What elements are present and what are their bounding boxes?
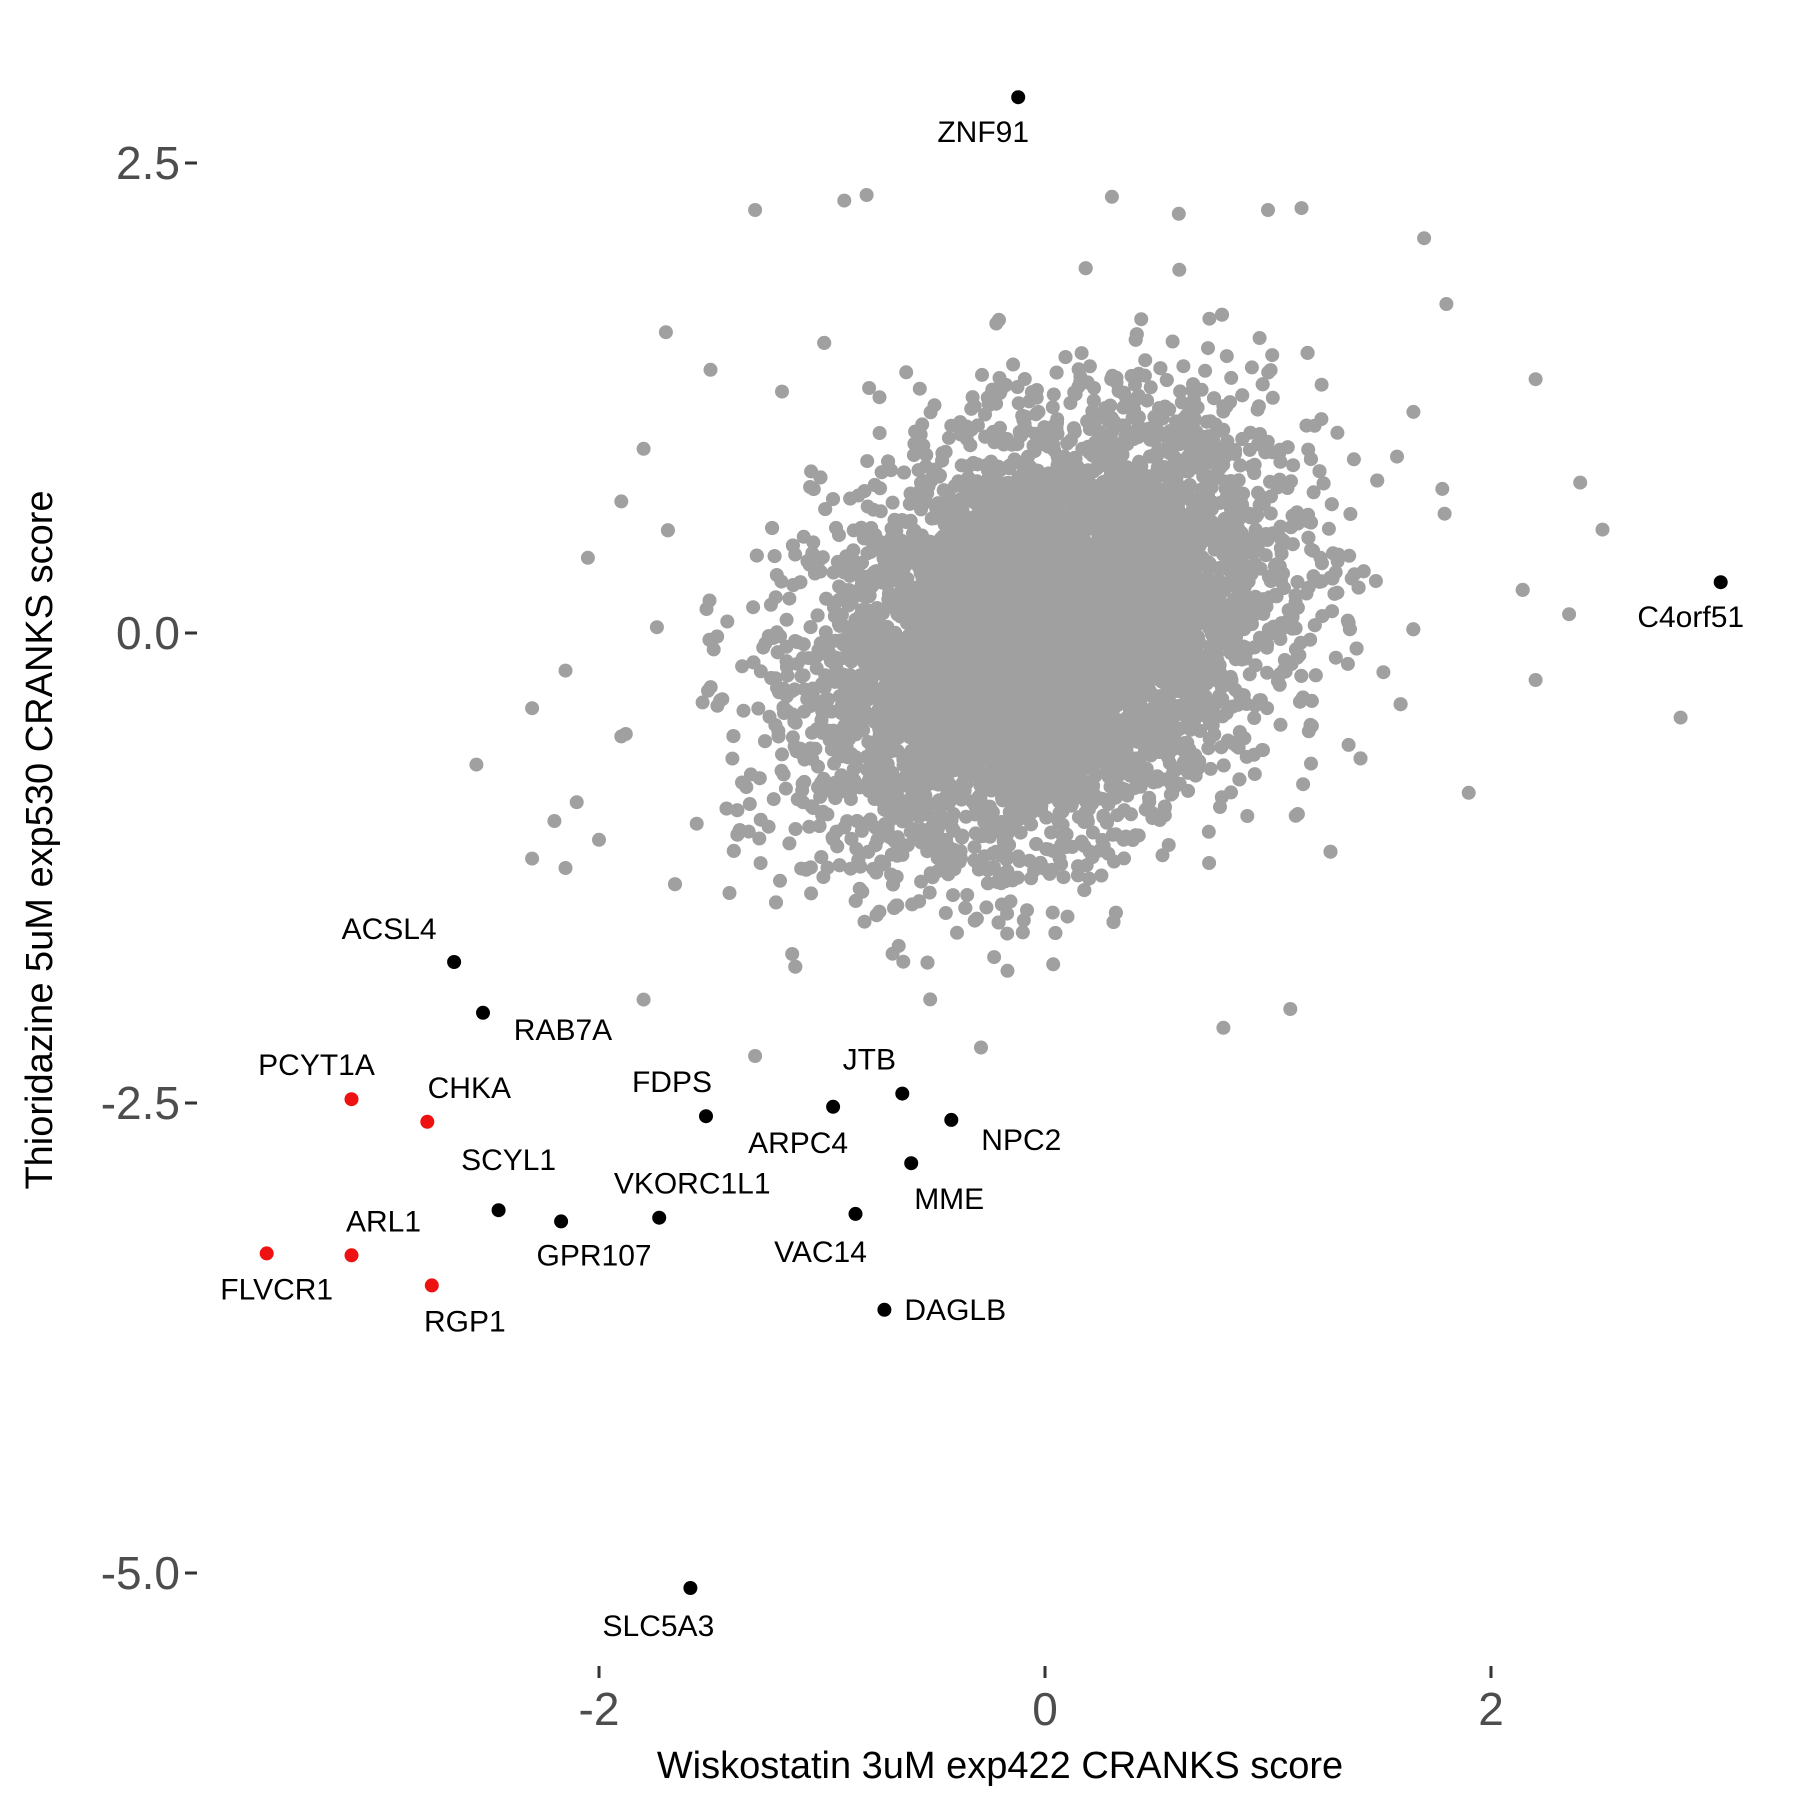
background-point bbox=[720, 614, 735, 629]
background-point bbox=[1328, 650, 1343, 665]
background-point bbox=[1042, 866, 1057, 881]
background-point bbox=[1201, 741, 1216, 756]
background-point bbox=[1024, 817, 1039, 832]
background-point bbox=[1060, 909, 1075, 924]
background-point bbox=[1284, 474, 1298, 489]
background-point bbox=[1301, 580, 1316, 595]
background-point bbox=[896, 954, 911, 969]
background-point bbox=[1134, 312, 1149, 327]
background-point bbox=[899, 365, 914, 380]
background-point bbox=[751, 701, 766, 716]
background-point bbox=[1368, 574, 1383, 588]
background-point bbox=[785, 947, 800, 961]
background-point bbox=[922, 885, 937, 900]
background-point bbox=[1082, 871, 1097, 886]
background-point bbox=[1161, 838, 1176, 852]
background-point bbox=[736, 703, 751, 718]
background-point bbox=[914, 874, 929, 889]
background-point bbox=[1435, 481, 1450, 496]
background-point bbox=[860, 454, 875, 469]
background-point bbox=[1045, 400, 1060, 415]
background-point bbox=[1265, 390, 1280, 405]
background-point bbox=[1244, 360, 1259, 375]
background-point bbox=[1094, 868, 1109, 883]
background-point bbox=[804, 886, 819, 901]
background-points bbox=[469, 188, 1688, 1063]
background-point bbox=[1437, 506, 1452, 521]
background-point bbox=[923, 992, 938, 1007]
background-point bbox=[1286, 458, 1301, 473]
background-point bbox=[950, 925, 964, 940]
background-point bbox=[706, 642, 721, 657]
background-point bbox=[941, 430, 956, 445]
background-point bbox=[1172, 262, 1187, 277]
background-point bbox=[766, 792, 781, 807]
background-point bbox=[1022, 853, 1037, 868]
background-point bbox=[872, 426, 887, 440]
background-point bbox=[906, 448, 921, 463]
background-point bbox=[1247, 711, 1262, 725]
background-point bbox=[872, 390, 887, 405]
background-point bbox=[1052, 851, 1067, 866]
background-point bbox=[1290, 575, 1305, 589]
background-point bbox=[1240, 809, 1255, 823]
background-point bbox=[1000, 432, 1015, 446]
background-point bbox=[1231, 473, 1246, 488]
background-point bbox=[1390, 449, 1404, 464]
background-point bbox=[1273, 717, 1288, 732]
background-point bbox=[974, 1040, 988, 1055]
background-point bbox=[753, 812, 768, 827]
background-point bbox=[1124, 807, 1138, 822]
background-point bbox=[746, 600, 761, 615]
background-point bbox=[1223, 669, 1238, 684]
background-point bbox=[1314, 377, 1329, 392]
background-point bbox=[1260, 665, 1275, 680]
background-point bbox=[778, 781, 793, 796]
background-point bbox=[1165, 334, 1180, 349]
background-point bbox=[796, 529, 811, 544]
background-point bbox=[1143, 380, 1158, 395]
background-point bbox=[753, 856, 768, 871]
background-point bbox=[788, 822, 803, 836]
background-point bbox=[979, 900, 994, 915]
background-point bbox=[1342, 548, 1357, 563]
background-point bbox=[1341, 737, 1356, 752]
background-point bbox=[722, 886, 737, 900]
background-point bbox=[742, 797, 757, 811]
background-point bbox=[1011, 396, 1026, 411]
background-point bbox=[912, 809, 927, 824]
background-point bbox=[773, 873, 787, 888]
background-point bbox=[857, 914, 872, 929]
background-point bbox=[1046, 387, 1061, 402]
background-point bbox=[975, 367, 989, 382]
background-point bbox=[649, 620, 664, 635]
background-point bbox=[1304, 756, 1318, 771]
background-point bbox=[1046, 957, 1061, 972]
background-point bbox=[797, 704, 811, 719]
background-point bbox=[1330, 425, 1345, 440]
background-point bbox=[1155, 848, 1170, 863]
background-point bbox=[1006, 357, 1021, 372]
background-point bbox=[813, 564, 828, 579]
background-point bbox=[1074, 346, 1089, 361]
background-point bbox=[1028, 407, 1043, 422]
background-point bbox=[782, 591, 797, 606]
background-point bbox=[1306, 485, 1321, 500]
background-point bbox=[987, 950, 1002, 965]
background-point bbox=[885, 495, 900, 510]
background-point bbox=[1000, 963, 1015, 978]
background-point bbox=[1224, 370, 1239, 385]
background-point bbox=[967, 840, 982, 855]
background-point bbox=[1203, 761, 1218, 776]
background-point bbox=[1219, 349, 1234, 364]
background-point bbox=[1219, 399, 1234, 414]
background-point bbox=[912, 381, 927, 396]
background-point bbox=[1247, 767, 1262, 782]
background-point bbox=[1024, 871, 1039, 886]
